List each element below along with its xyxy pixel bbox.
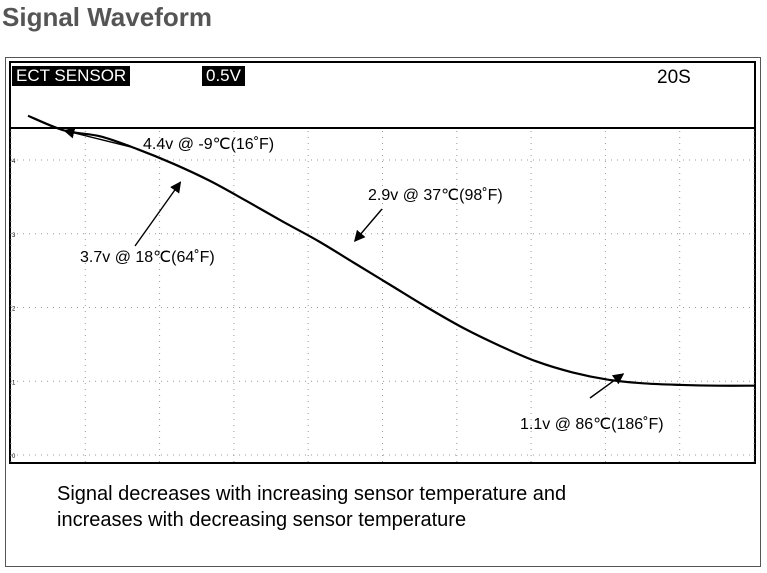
- caption-line-1: Signal decreases with increasing sensor …: [57, 483, 567, 505]
- timebase-label: 20S: [657, 67, 691, 88]
- annotation-label: 3.7v @ 18℃(64˚F): [80, 249, 215, 266]
- signal-waveform-line: [27, 114, 755, 387]
- annotation-arrow: [353, 208, 383, 242]
- caption-line-2: increases with decreasing sensor tempera…: [57, 509, 467, 531]
- annotation-arrow: [134, 181, 182, 247]
- chart-caption: Signal decreases with increasing sensor …: [57, 481, 566, 533]
- annotation-label: 4.4v @ -9℃(16˚F): [143, 136, 274, 153]
- scope-header-separator: [9, 127, 756, 129]
- voltage-scale-label: 0.5V: [202, 66, 245, 86]
- y-tick-label: 0: [12, 454, 16, 460]
- y-tick-label: 2: [12, 307, 16, 313]
- annotation-arrow: [589, 373, 625, 399]
- page-title: Signal Waveform: [2, 2, 212, 32]
- plot-grid: [10, 131, 755, 462]
- y-tick-label: 4: [12, 159, 16, 165]
- y-tick-label: 1: [12, 380, 16, 386]
- annotation-arrow: [63, 127, 136, 149]
- sensor-label: ECT SENSOR: [12, 66, 131, 86]
- annotation-label: 1.1v @ 86℃(186˚F): [520, 416, 664, 433]
- annotation-label: 2.9v @ 37℃(98˚F): [368, 187, 503, 204]
- y-tick-labels: 4 3 2 1 0: [12, 159, 16, 460]
- annotations: 4.4v @ -9℃(16˚F) 3.7v @ 18℃(64˚F) 2.9v @ 3…: [63, 127, 664, 433]
- y-tick-label: 3: [12, 233, 16, 239]
